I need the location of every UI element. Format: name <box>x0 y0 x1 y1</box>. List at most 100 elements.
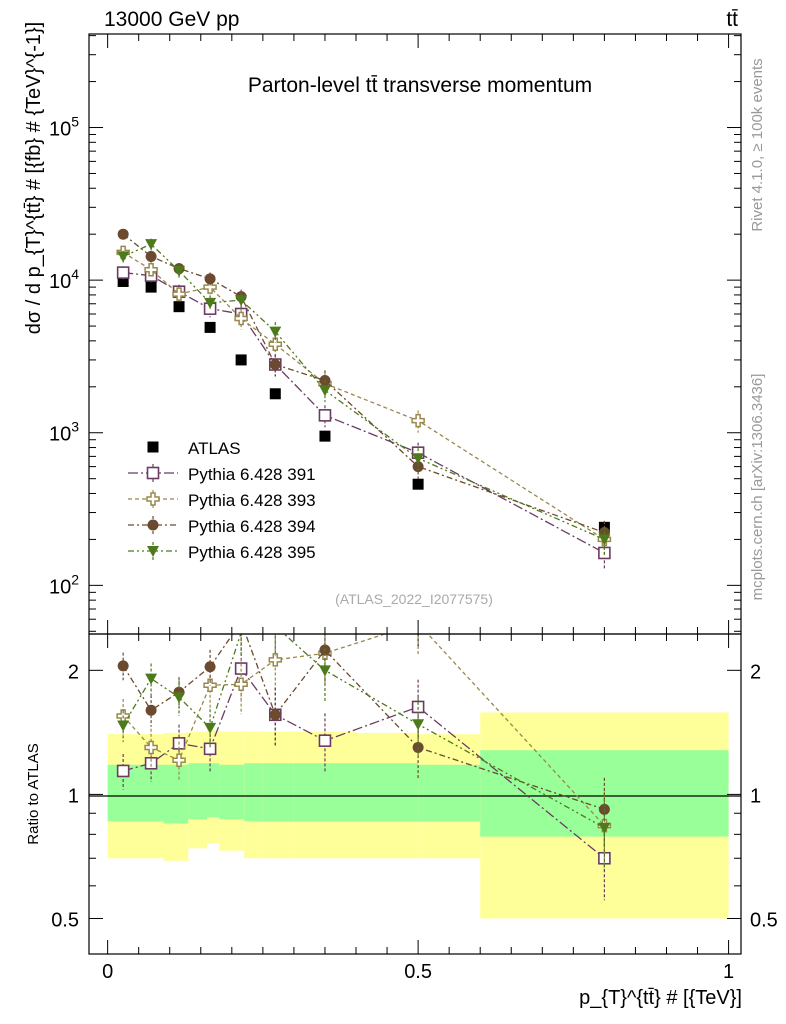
ratio-point <box>204 722 217 734</box>
ratio-panel: 0.5 0.5 1 1 2 2 0 0.5 1 Ratio to ATLAS p_{T}^{tt… <box>25 633 778 1009</box>
ratio-point <box>203 742 217 756</box>
data-point <box>117 251 130 263</box>
data-point <box>412 478 424 490</box>
ratio-y-tick-label-right: 0.5 <box>750 909 778 931</box>
data-point <box>411 413 425 428</box>
uncertainty-band-inner <box>219 764 245 820</box>
data-point <box>144 262 158 277</box>
main-panel: Parton-level tt̄ transverse momentum (AT… <box>23 22 742 635</box>
uncertainty-band-inner <box>163 764 189 824</box>
ratio-y-tick-label-right: 1 <box>750 785 761 807</box>
legend-label: Pythia 6.428 391 <box>188 465 316 484</box>
data-point <box>173 265 186 277</box>
data-point <box>204 273 216 285</box>
data-point <box>598 534 611 546</box>
main-y-tick-label: 103 <box>49 419 79 446</box>
data-point <box>204 297 217 309</box>
ratio-y-tick-label-right: 2 <box>750 661 761 683</box>
legend-marker <box>147 441 159 453</box>
mcplots-label: mcplots.cern.ch [arXiv:1306.3436] <box>749 374 766 601</box>
legend-marker <box>147 519 159 531</box>
series-line-3 <box>122 233 605 534</box>
ratio-point <box>144 740 158 755</box>
ratio-point <box>318 665 331 677</box>
ratio-point <box>204 661 216 673</box>
legend: ATLAS Pythia 6.428 391 Pythia 6.428 393 Pyt… <box>128 439 316 562</box>
legend-label: Pythia 6.428 393 <box>188 491 316 510</box>
main-y-tick-label: 104 <box>49 266 79 293</box>
ratio-point <box>412 719 425 731</box>
legend-marker <box>146 466 160 480</box>
ratio-point <box>116 764 130 778</box>
data-point <box>203 280 217 294</box>
series-line-4 <box>122 243 605 541</box>
ratio-point <box>117 720 130 732</box>
analysis-watermark: (ATLAS_2022_I2077575) <box>335 591 493 607</box>
ratio-point <box>145 673 158 685</box>
uncertainty-band-inner <box>418 764 481 822</box>
data-point <box>116 266 130 279</box>
data-point <box>319 430 331 442</box>
data-point <box>269 326 282 338</box>
data-point <box>234 311 248 326</box>
data-point <box>412 461 424 473</box>
ratio-point <box>598 822 611 834</box>
ratio-point <box>268 653 283 667</box>
main-plot-frame <box>88 33 742 635</box>
uncertainty-band-inner <box>356 763 419 822</box>
uncertainty-band-inner <box>206 763 220 818</box>
header-left-label: 13000 GeV pp <box>104 8 239 31</box>
main-y-tick-label: 105 <box>49 114 79 141</box>
uncertainty-band-inner <box>293 763 357 822</box>
data-point <box>268 337 283 352</box>
x-tick-label: 0.5 <box>404 961 432 983</box>
ratio-y-tick-label-left: 2 <box>68 661 79 683</box>
ratio-point <box>172 753 186 768</box>
ratio-point <box>269 709 281 721</box>
data-point <box>145 281 157 293</box>
legend-marker <box>146 492 160 506</box>
data-point <box>235 295 248 307</box>
x-tick-label: 1 <box>723 961 734 983</box>
ratio-point <box>145 704 157 716</box>
legend-label: Pythia 6.428 395 <box>188 543 316 562</box>
data-point <box>117 275 129 287</box>
data-point <box>269 359 281 371</box>
data-point <box>173 301 185 313</box>
data-point <box>145 250 157 262</box>
data-point <box>318 409 332 422</box>
data-point <box>412 453 425 465</box>
legend-label: ATLAS <box>188 439 241 458</box>
ratio-y-tick-label-left: 1 <box>68 785 79 807</box>
legend-label: Pythia 6.428 394 <box>188 517 316 536</box>
legend-marker <box>147 546 159 557</box>
chart-title: Parton-level tt̄ transverse momentum <box>248 74 592 97</box>
rivet-version-label: Rivet 4.1.0, ≥ 100k events <box>749 58 766 231</box>
main-y-axis-label: dσ / d p_{T}^{tt̄} # [{fb} # {TeV}^{-1}] <box>23 22 45 334</box>
uncertainty-band-inner <box>188 763 207 820</box>
x-axis-label: p_{T}^{tt̄} # [{TeV}] <box>579 987 742 1009</box>
series-line-1 <box>123 271 605 554</box>
series-line-2 <box>122 251 605 540</box>
ratio-point <box>173 692 186 704</box>
ratio-line-2 <box>122 634 605 810</box>
data-point <box>269 388 281 400</box>
data-point <box>117 228 129 240</box>
x-tick-label: 0 <box>102 961 113 983</box>
header-right-label: tt̄ <box>726 8 738 31</box>
main-y-tick-label: 102 <box>49 571 79 598</box>
data-point <box>204 321 216 333</box>
data-point <box>318 385 331 397</box>
ratio-plot-frame <box>88 633 742 955</box>
data-point <box>235 354 247 366</box>
uncertainty-band-inner <box>107 764 164 822</box>
ratio-point <box>318 734 332 747</box>
uncertainty-band-inner <box>244 763 263 822</box>
data-point <box>145 239 158 251</box>
ratio-y-tick-label-left: 0.5 <box>51 909 79 931</box>
ratio-point <box>144 756 158 770</box>
ratio-y-axis-label: Ratio to ATLAS <box>25 743 42 844</box>
uncertainty-band-inner <box>262 763 294 822</box>
ratio-point <box>117 660 129 672</box>
